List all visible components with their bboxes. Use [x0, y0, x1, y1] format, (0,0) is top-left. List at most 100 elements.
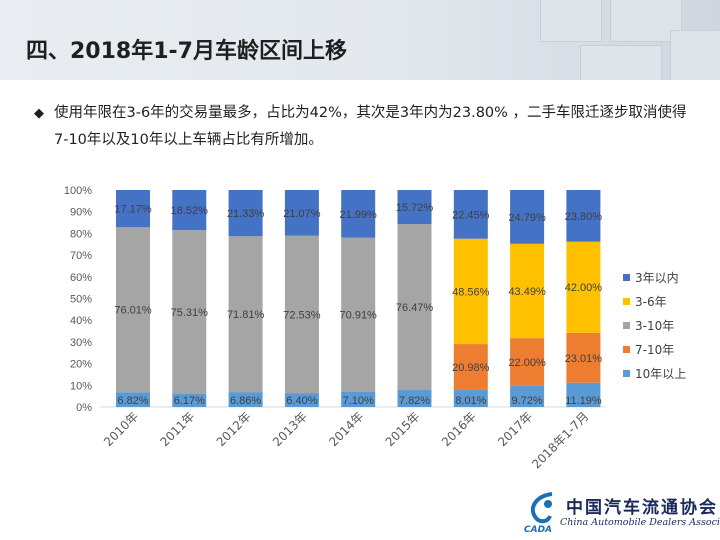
- bar-segment: [228, 392, 263, 407]
- data-label: 23.80%: [565, 211, 603, 223]
- data-label: 6.86%: [230, 395, 261, 407]
- bar-segment: [228, 236, 263, 393]
- data-label: 15.72%: [396, 202, 434, 214]
- data-label: 6.17%: [174, 395, 205, 407]
- data-label: 70.91%: [340, 310, 378, 322]
- x-tick-label: 2018年1-7月: [529, 409, 591, 470]
- data-label: 76.01%: [114, 305, 152, 317]
- bar-segment: [453, 389, 488, 407]
- y-tick-label: 0%: [76, 402, 92, 414]
- logo-chinese-name: 中国汽车流通协会: [566, 498, 718, 518]
- summary-text: 使用年限在3-6年的交易量最多，占比为42%，其次是3年内为23.80% ，二手…: [54, 105, 687, 148]
- legend-label: 7-10年: [635, 343, 674, 357]
- logo-english-name: China Automobile Dealers Association: [560, 517, 720, 528]
- bar-segment: [341, 391, 376, 407]
- bar-segment: [510, 190, 545, 244]
- cada-logo-icon: CADA: [524, 492, 553, 534]
- bar-segment: [116, 392, 150, 407]
- x-tick-label: 2017年: [495, 409, 535, 449]
- data-label: 22.00%: [508, 357, 546, 369]
- bar-segment: [566, 382, 601, 407]
- bar-segment: [116, 227, 150, 393]
- legend-label: 3-6年: [635, 295, 667, 309]
- x-tick-label: 2016年: [439, 409, 479, 449]
- vehicle-age-chart: 0%10%20%30%40%50%60%70%80%90%100% 2010年 2…: [64, 185, 686, 470]
- bar-segment: [284, 235, 319, 394]
- x-tick-label: 2012年: [214, 409, 254, 449]
- header-decoration: [520, 0, 720, 80]
- bar-segment: [341, 237, 376, 392]
- data-label: 21.07%: [283, 208, 321, 220]
- bar-segment: [453, 190, 488, 239]
- bar-segment: [116, 190, 150, 228]
- bar-segment: [172, 230, 207, 394]
- y-tick-label: 50%: [70, 294, 92, 306]
- data-label: 8.01%: [455, 395, 486, 407]
- bar-segment: [397, 224, 432, 391]
- x-axis: 2010年 2011年 2012年 2013年 2014年 2015年 2016年 2017年…: [100, 406, 605, 470]
- bar-segment: [284, 190, 319, 236]
- x-tick-label: 2013年: [270, 409, 310, 449]
- legend-swatch: [623, 346, 630, 353]
- data-label: 20.98%: [452, 362, 490, 374]
- data-label: 7.10%: [343, 395, 374, 407]
- bar-segment: [397, 390, 432, 407]
- y-tick-label: 90%: [70, 207, 92, 219]
- legend-swatch: [623, 274, 630, 281]
- bar-segment: [341, 190, 376, 238]
- data-label: 22.45%: [452, 209, 490, 221]
- bar-segment: [510, 385, 545, 407]
- cada-logo: CADA 中国汽车流通协会 China Automobile Dealers A…: [522, 490, 720, 538]
- bar-segment: [566, 332, 601, 383]
- legend-label: 3年以内: [635, 271, 679, 285]
- y-tick-label: 100%: [64, 185, 92, 197]
- data-label: 71.81%: [227, 309, 265, 321]
- bar-segment: [172, 190, 207, 231]
- data-label: 76.47%: [396, 302, 434, 314]
- y-tick-label: 40%: [70, 315, 92, 327]
- legend-swatch: [623, 298, 630, 305]
- legend: 3年以内 3-6年 3-10年 7-10年 10年以上: [623, 271, 686, 381]
- bar-segment: [397, 189, 432, 225]
- y-tick-label: 70%: [70, 250, 92, 262]
- x-tick-label: 2010年: [101, 409, 141, 449]
- bar-segment: [172, 393, 207, 407]
- bar-segment: [228, 190, 263, 237]
- bar-segment: [453, 238, 488, 345]
- data-label: 9.72%: [511, 395, 542, 407]
- page-title: 四、2018年1-7月车龄区间上移: [26, 39, 347, 64]
- x-tick-label: 2011年: [157, 409, 197, 449]
- legend-label: 3-10年: [635, 319, 674, 333]
- bar-segment: [453, 344, 488, 390]
- y-axis: 0% 10% 20% 30% 40% 50% 60% 70% 80% 90% 100%: [64, 185, 92, 414]
- y-tick-label: 30%: [70, 337, 92, 349]
- legend-swatch: [623, 370, 630, 377]
- bar-segment: [566, 241, 601, 333]
- legend-label: 10年以上: [635, 367, 686, 381]
- data-label: 21.33%: [227, 208, 265, 220]
- data-label: 23.01%: [565, 353, 603, 365]
- data-label: 43.49%: [508, 286, 546, 298]
- x-tick-label: 2014年: [326, 409, 366, 449]
- bar-segment: [284, 393, 319, 407]
- data-label: 18.52%: [171, 205, 209, 217]
- data-label: 11.19%: [565, 395, 602, 407]
- data-label: 6.40%: [286, 395, 317, 407]
- y-tick-label: 20%: [70, 359, 92, 371]
- y-tick-label: 80%: [70, 228, 92, 240]
- data-label: 75.31%: [171, 307, 209, 319]
- data-label: 48.56%: [452, 286, 490, 298]
- y-tick-label: 60%: [70, 272, 92, 284]
- data-label: 21.99%: [340, 209, 378, 221]
- data-label: 72.53%: [283, 309, 321, 321]
- data-label: 24.79%: [508, 212, 546, 224]
- y-tick-label: 10%: [70, 380, 92, 392]
- legend-swatch: [623, 322, 630, 329]
- data-label: 42.00%: [565, 282, 603, 294]
- bar-segment: [566, 190, 601, 242]
- bar-segment: [510, 243, 545, 339]
- logo-mark-text: CADA: [524, 525, 552, 534]
- data-label: 17.17%: [114, 204, 152, 216]
- x-tick-label: 2015年: [383, 409, 423, 449]
- bar-stack-group: [116, 189, 601, 407]
